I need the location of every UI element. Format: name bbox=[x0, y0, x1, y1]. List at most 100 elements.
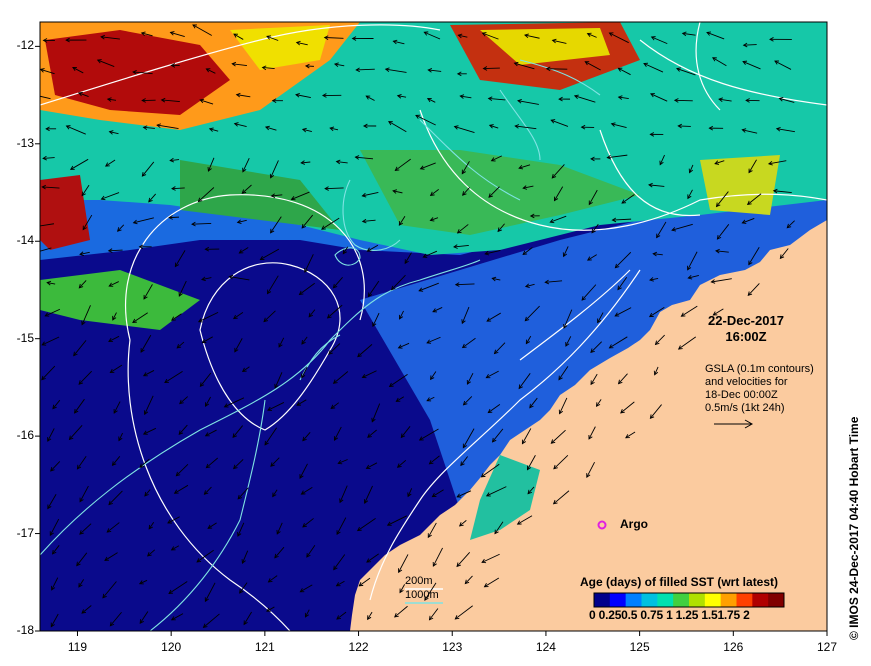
velocity-arrow-head bbox=[78, 582, 83, 588]
velocity-arrow-head bbox=[169, 157, 175, 163]
velocity-arrow-head bbox=[384, 67, 390, 72]
velocity-arrow-head bbox=[513, 61, 519, 67]
velocity-arrow-head bbox=[524, 283, 530, 288]
velocity-arrow bbox=[336, 611, 347, 620]
velocity-arrow bbox=[747, 193, 762, 205]
velocity-arrow bbox=[300, 584, 313, 593]
velocity-arrow-head bbox=[745, 98, 750, 103]
velocity-arrow bbox=[396, 396, 405, 402]
argo-label: Argo bbox=[620, 517, 648, 531]
velocity-arrow bbox=[488, 403, 501, 413]
velocity-arrow bbox=[72, 67, 84, 74]
velocity-arrow-head bbox=[301, 373, 306, 379]
velocity-arrow-head bbox=[462, 191, 467, 196]
velocity-arrow bbox=[779, 248, 789, 259]
velocity-arrow-head bbox=[138, 244, 144, 250]
velocity-arrow-head bbox=[232, 464, 238, 470]
velocity-arrow-head bbox=[361, 373, 367, 379]
velocity-arrow bbox=[715, 250, 729, 253]
velocity-arrow bbox=[607, 154, 628, 159]
velocity-arrow bbox=[432, 489, 444, 498]
velocity-arrow bbox=[50, 613, 59, 627]
velocity-arrow-head bbox=[199, 382, 205, 388]
velocity-arrow-head bbox=[176, 344, 182, 349]
velocity-arrow bbox=[529, 397, 538, 408]
velocity-arrow bbox=[489, 124, 499, 129]
velocity-arrows bbox=[40, 24, 795, 628]
velocity-arrow bbox=[609, 336, 628, 349]
velocity-arrow bbox=[112, 312, 117, 321]
velocity-arrow bbox=[237, 219, 247, 223]
velocity-arrow-head bbox=[113, 409, 118, 414]
velocity-arrow-head bbox=[197, 197, 203, 203]
velocity-arrow bbox=[609, 32, 629, 44]
velocity-arrow bbox=[527, 486, 535, 495]
velocity-arrow-head bbox=[550, 439, 556, 444]
velocity-arrow bbox=[650, 404, 662, 419]
contour-label-1000m: 1000m bbox=[405, 589, 439, 601]
velocity-arrow bbox=[143, 126, 155, 129]
argo-marker bbox=[597, 520, 607, 530]
velocity-arrow-head bbox=[276, 529, 281, 535]
velocity-arrow-head bbox=[269, 173, 275, 179]
velocity-arrow-head bbox=[173, 489, 179, 494]
velocity-arrow bbox=[301, 161, 311, 164]
velocity-arrow bbox=[81, 184, 90, 196]
velocity-arrow-head bbox=[321, 93, 327, 98]
velocity-arrow-head bbox=[608, 344, 614, 349]
lon-tick-label: 122 bbox=[348, 640, 369, 654]
velocity-arrow-head bbox=[746, 200, 752, 206]
velocity-arrow-head bbox=[112, 315, 117, 321]
velocity-arrow bbox=[397, 459, 407, 468]
velocity-arrow-head bbox=[301, 127, 307, 133]
velocity-arrow-head bbox=[332, 379, 338, 384]
velocity-arrow-head bbox=[274, 553, 279, 559]
velocity-arrow-head bbox=[106, 97, 112, 102]
velocity-arrow bbox=[486, 370, 499, 379]
velocity-arrow-head bbox=[676, 67, 681, 72]
velocity-arrow bbox=[81, 605, 92, 614]
velocity-arrow bbox=[429, 608, 439, 621]
velocity-arrow bbox=[366, 462, 378, 469]
velocity-arrow-head bbox=[50, 622, 55, 628]
velocity-arrow-head bbox=[581, 296, 587, 301]
velocity-arrow bbox=[655, 334, 665, 345]
velocity-arrow bbox=[306, 545, 316, 558]
velocity-arrow-head bbox=[715, 202, 721, 208]
velocity-arrow bbox=[49, 518, 60, 536]
velocity-arrow-head bbox=[81, 320, 86, 326]
velocity-arrow-head bbox=[300, 490, 306, 495]
velocity-arrow-head bbox=[550, 119, 556, 124]
velocity-arrow-head bbox=[108, 130, 114, 135]
velocity-arrow-head bbox=[264, 125, 270, 131]
velocity-arrow bbox=[357, 344, 373, 357]
map-time: 16:00Z bbox=[725, 329, 767, 344]
velocity-arrow-head bbox=[301, 223, 307, 229]
velocity-arrow-head bbox=[47, 504, 52, 510]
velocity-arrow bbox=[117, 224, 125, 232]
velocity-arrow-head bbox=[339, 498, 344, 504]
velocity-arrow bbox=[494, 521, 504, 534]
colorbar-swatch bbox=[704, 593, 722, 607]
velocity-arrow-head bbox=[42, 38, 48, 43]
velocity-arrow bbox=[462, 187, 470, 196]
velocity-arrow bbox=[191, 223, 212, 225]
velocity-arrow-head bbox=[132, 69, 137, 75]
velocity-arrow-head bbox=[81, 191, 86, 197]
velocity-arrow bbox=[387, 515, 407, 526]
velocity-arrow bbox=[365, 95, 375, 101]
velocity-arrow bbox=[779, 97, 795, 103]
velocity-arrow-head bbox=[399, 588, 404, 594]
velocity-arrow bbox=[551, 429, 566, 444]
velocity-arrow-head bbox=[524, 316, 530, 322]
velocity-arrow-head bbox=[44, 312, 50, 317]
velocity-arrow bbox=[488, 97, 506, 101]
velocity-arrow bbox=[364, 485, 373, 504]
velocity-arrow-head bbox=[79, 251, 85, 256]
velocity-arrow bbox=[77, 455, 87, 470]
velocity-arrow bbox=[481, 463, 500, 478]
velocity-arrow-head bbox=[397, 344, 403, 349]
velocity-arrow-head bbox=[431, 492, 437, 498]
velocity-arrow bbox=[79, 485, 89, 502]
velocity-arrow-head bbox=[76, 464, 82, 470]
